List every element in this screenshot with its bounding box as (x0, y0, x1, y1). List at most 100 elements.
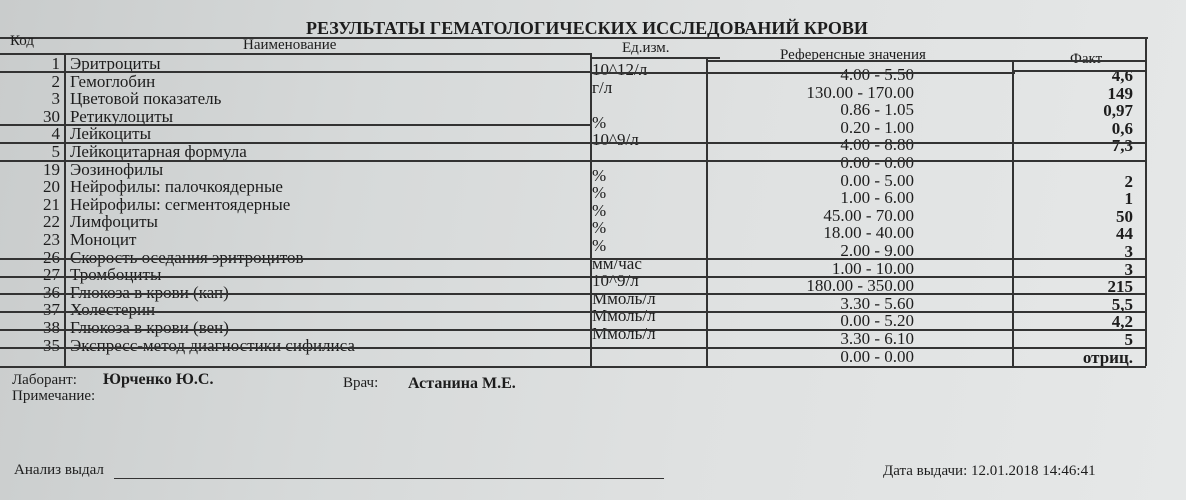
header-name: Наименование (243, 37, 337, 53)
table-gridline (0, 366, 1146, 368)
row-name: Цветовой показатель (70, 89, 222, 109)
row-ref: 4.00 - 8.80 (840, 135, 914, 155)
table-gridline (1012, 62, 1014, 366)
header-code: Код (10, 33, 34, 49)
table-gridline (590, 57, 720, 59)
row-ref: 0.20 - 1.00 (840, 117, 914, 137)
row-code: 5 (51, 142, 61, 161)
row-name: Эозинофилы (70, 159, 164, 179)
row-name: Тромбоциты (70, 265, 162, 285)
row-ref: 0.00 - 0.00 (840, 346, 914, 366)
row-ref: 180.00 - 350.00 (806, 276, 914, 296)
row-code: 23 (43, 230, 60, 249)
row-unit: % (592, 200, 607, 220)
row-fact: 44 (1116, 224, 1133, 244)
row-code: 22 (43, 212, 60, 232)
row-fact: 5,5 (1111, 294, 1133, 314)
table-gridline (0, 329, 1146, 331)
document-title: РЕЗУЛЬТАТЫ ГЕМАТОЛОГИЧЕСКИХ ИССЛЕДОВАНИЙ… (306, 18, 868, 38)
table-gridline (0, 124, 590, 126)
table-gridline (0, 311, 1146, 313)
row-unit: % (592, 165, 607, 185)
table-gridline (0, 276, 1146, 278)
row-unit: % (592, 112, 607, 132)
row-fact: 4,2 (1111, 312, 1133, 332)
table-gridline (0, 347, 1146, 349)
row-unit: г/л (592, 77, 613, 97)
row-ref: 1.00 - 6.00 (840, 188, 914, 208)
row-fact: 149 (1107, 83, 1134, 103)
row-name: Лимфоциты (70, 212, 158, 232)
row-fact: 3 (1124, 242, 1134, 261)
row-unit: % (592, 236, 607, 255)
row-code: 36 (5, 284, 60, 301)
row-code: 19 (43, 159, 60, 179)
row-fact: 215 (1107, 277, 1134, 297)
row-fact: 1 (1124, 189, 1134, 209)
row-name: Нейрофилы: палочкоядерные (70, 177, 283, 197)
row-ref: 1.00 - 10.00 (831, 258, 914, 278)
table-gridline (590, 72, 1015, 74)
row-name: Лейкоциты (70, 124, 151, 144)
header-fact: Факт (1070, 51, 1103, 67)
row-unit: % (592, 218, 607, 238)
row-name: Лейкоцитарная формула (70, 142, 247, 161)
row-name: Гемоглобин (70, 71, 156, 91)
row-ref: 4.00 - 5.50 (840, 65, 914, 84)
row-code: 3 (51, 89, 61, 109)
table-gridline (1012, 70, 1146, 72)
doctor-label: Врач: (343, 375, 379, 391)
row-unit: 10^9/л (592, 130, 639, 150)
row-ref: 130.00 - 170.00 (806, 82, 914, 102)
row-fact: 2 (1124, 171, 1134, 191)
divider (0, 37, 1148, 39)
table-gridline (64, 53, 66, 366)
row-code: 21 (43, 194, 60, 214)
row-name: Эритроциты (70, 54, 161, 73)
row-fact: 3 (1124, 259, 1134, 279)
table-gridline (0, 71, 590, 73)
signature-line (114, 478, 664, 479)
table-gridline (0, 293, 1146, 295)
row-ref: 3.30 - 6.10 (840, 329, 914, 348)
row-fact: 5 (1124, 330, 1134, 349)
table-gridline (1145, 38, 1147, 366)
row-unit: Ммоль/л (592, 306, 656, 326)
row-code: 35 (43, 335, 60, 355)
table-gridline (0, 258, 1146, 260)
row-ref: 45.00 - 70.00 (823, 205, 914, 225)
row-ref: 3.30 - 5.60 (840, 293, 914, 313)
row-code: 4 (51, 124, 61, 144)
doctor-name: Астанина М.Е. (408, 375, 516, 392)
table-gridline (0, 53, 590, 55)
row-name: Ретикулоциты (70, 106, 174, 126)
table-gridline (590, 53, 592, 366)
row-code: 37 (43, 300, 60, 320)
row-ref: 0.00 - 5.00 (840, 170, 914, 190)
row-ref: 0.86 - 1.05 (840, 100, 914, 120)
row-ref: 0.00 - 5.20 (840, 311, 914, 331)
row-name: Скорость оседания эритроцитов (70, 249, 304, 266)
note-label: Примечание: (12, 388, 96, 404)
row-ref: 18.00 - 40.00 (823, 223, 914, 243)
lab-name: Юрченко Ю.С. (103, 371, 214, 388)
row-code: 1 (51, 54, 61, 73)
row-fact: 0,97 (1103, 101, 1133, 121)
row-code: 30 (43, 106, 60, 126)
row-fact: 7,3 (1111, 136, 1133, 156)
row-unit: Ммоль/л (592, 324, 656, 343)
table-gridline (706, 60, 1146, 62)
row-ref: 0.00 - 0.00 (840, 153, 914, 172)
row-name: Холестерин (70, 300, 156, 320)
row-name: Глюкоза в крови (вен) (70, 318, 229, 337)
row-unit: 10^12/л (592, 60, 648, 79)
row-fact: отриц. (1082, 347, 1133, 367)
row-code: 38 (43, 318, 60, 337)
row-name: Глюкоза в крови (кап) (70, 282, 229, 302)
row-code: 26 (5, 249, 60, 266)
lab-label: Лаборант: (12, 372, 77, 388)
issue-date: Дата выдачи: 12.01.2018 14:46:41 (883, 463, 1096, 479)
row-ref: 2.00 - 9.00 (840, 241, 914, 260)
row-code: 20 (43, 177, 60, 197)
row-code: 2 (51, 71, 61, 91)
